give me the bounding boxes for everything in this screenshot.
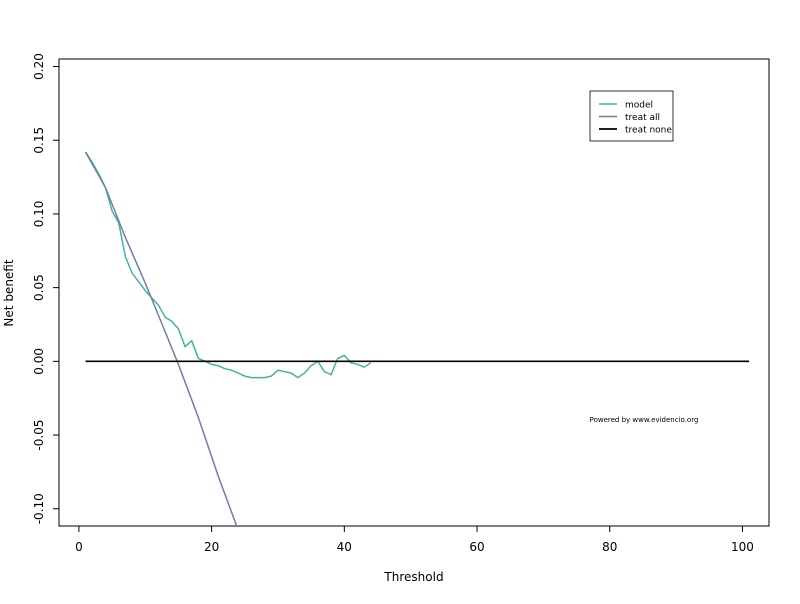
- y-tick-label: 0.10: [32, 201, 46, 228]
- x-tick-label: 40: [337, 540, 352, 554]
- y-axis-label: Net benefit: [2, 259, 16, 326]
- series-line-treat-all: [84, 151, 238, 526]
- y-tick-label: -0.05: [32, 420, 46, 451]
- x-tick-label: 0: [75, 540, 83, 554]
- legend-label: model: [625, 101, 653, 111]
- x-tick-label: 60: [469, 540, 484, 554]
- x-axis-label: Threshold: [383, 570, 443, 584]
- y-tick-label: -0.10: [32, 493, 46, 524]
- powered-by-annotation: Powered by www.evidencio.org: [590, 416, 699, 424]
- y-tick-label: 0.15: [32, 127, 46, 154]
- y-tick-label: 0.20: [32, 53, 46, 80]
- x-tick-label: 20: [204, 540, 219, 554]
- series-line-model: [84, 151, 372, 379]
- legend-label: treat none: [625, 126, 672, 136]
- x-tick-label: 100: [731, 540, 754, 554]
- y-tick-label: 0.05: [32, 274, 46, 301]
- y-tick-label: 0.00: [32, 348, 46, 375]
- x-tick-label: 80: [602, 540, 617, 554]
- legend-label: treat all: [625, 113, 660, 123]
- plot-frame: [58, 58, 770, 527]
